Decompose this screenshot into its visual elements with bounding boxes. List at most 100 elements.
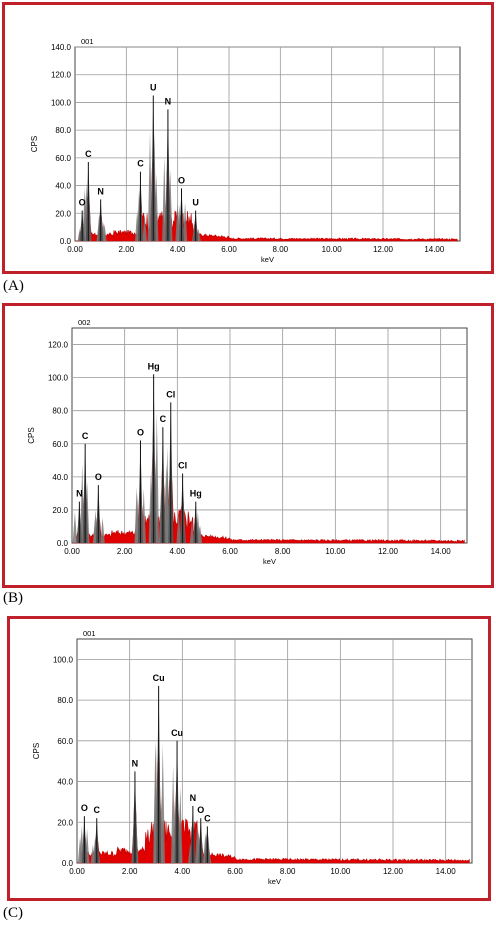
peak-label: C bbox=[94, 805, 101, 815]
y-tick-label: 0.0 bbox=[60, 237, 72, 246]
grey-spike bbox=[176, 510, 181, 543]
grey-spike bbox=[175, 202, 180, 241]
peak-label: C bbox=[85, 149, 92, 159]
grey-spike bbox=[141, 488, 146, 543]
y-tick-label: 60.0 bbox=[55, 154, 71, 163]
peak-label: Hg bbox=[148, 361, 160, 371]
plot-area bbox=[71, 327, 468, 544]
peak-label: Cu bbox=[171, 728, 183, 738]
y-axis-label: CPS bbox=[30, 136, 39, 152]
x-tick-label: 8.00 bbox=[273, 245, 289, 254]
grey-spike bbox=[100, 517, 105, 543]
peak-label: U bbox=[150, 83, 157, 93]
peak-label: O bbox=[95, 472, 102, 482]
x-tick-label: 12.00 bbox=[383, 867, 404, 876]
y-tick-label: 40.0 bbox=[52, 473, 68, 482]
y-tick-label: 140.0 bbox=[51, 43, 72, 52]
x-tick-label: 4.00 bbox=[175, 867, 191, 876]
peak-label: C bbox=[137, 159, 144, 169]
spectrum-svg: 0.00 2.00 4.00 6.00 8.00 10.00 12.00 14.00 0.0 20… bbox=[32, 629, 473, 886]
x-tick-label: 12.00 bbox=[373, 245, 394, 254]
y-tick-label: 120.0 bbox=[51, 71, 72, 80]
x-tick-label: 10.00 bbox=[322, 245, 343, 254]
peak-label: C bbox=[204, 813, 211, 823]
peak-label: N bbox=[190, 793, 197, 803]
grey-spike bbox=[170, 765, 176, 863]
peak-label: C bbox=[82, 431, 89, 441]
peak-label: Cu bbox=[153, 673, 165, 683]
spectrum-svg: 0.00 2.00 4.00 6.00 8.00 10.00 12.00 14.00 0.0 20… bbox=[30, 37, 461, 264]
peak-label: N bbox=[97, 186, 104, 196]
x-tick-label: 6.00 bbox=[222, 547, 238, 556]
y-tick-label: 60.0 bbox=[52, 440, 68, 449]
peak-label: O bbox=[81, 803, 88, 813]
y-tick-label: 120.0 bbox=[48, 341, 69, 350]
x-tick-label: 0.00 bbox=[64, 547, 80, 556]
spectrum-panel-c: 0.00 2.00 4.00 6.00 8.00 10.00 12.00 14.00 0.0 20… bbox=[7, 616, 491, 901]
y-tick-label: 80.0 bbox=[55, 126, 71, 135]
peak-label: N bbox=[76, 489, 83, 499]
x-tick-label: 14.00 bbox=[431, 547, 452, 556]
y-tick-label: 100.0 bbox=[53, 655, 74, 664]
x-tick-label: 8.00 bbox=[275, 547, 291, 556]
peak-label: U bbox=[192, 198, 199, 208]
peak-label: Cl bbox=[178, 461, 187, 471]
x-axis-label: keV bbox=[263, 557, 276, 566]
peak-label: O bbox=[197, 805, 204, 815]
y-tick-label: 40.0 bbox=[55, 182, 71, 191]
peak-label: N bbox=[132, 758, 139, 768]
x-axis-label: keV bbox=[261, 255, 274, 264]
x-tick-label: 8.00 bbox=[280, 867, 296, 876]
y-axis-label: CPS bbox=[32, 743, 41, 759]
x-tick-label: 12.00 bbox=[378, 547, 399, 556]
y-tick-label: 0.0 bbox=[57, 539, 69, 548]
peak-label: O bbox=[79, 198, 86, 208]
y-tick-label: 20.0 bbox=[52, 506, 68, 515]
grey-spike bbox=[182, 202, 188, 241]
x-tick-label: 10.00 bbox=[330, 867, 351, 876]
panel-label-c: (C) bbox=[3, 905, 23, 921]
y-tick-label: 0.0 bbox=[62, 859, 74, 868]
y-tick-label: 40.0 bbox=[57, 778, 73, 787]
grey-spike bbox=[72, 511, 78, 543]
x-tick-label: 0.00 bbox=[69, 867, 85, 876]
spectrum-panel-b: 0.00 2.00 4.00 6.00 8.00 10.00 12.00 14.00 0.0 20… bbox=[2, 303, 494, 588]
peak-label: O bbox=[178, 175, 185, 185]
x-tick-label: 2.00 bbox=[119, 245, 135, 254]
plot-label: 002 bbox=[78, 318, 91, 327]
x-tick-label: 0.00 bbox=[67, 245, 83, 254]
grey-spike bbox=[160, 743, 165, 863]
peak-label: Cl bbox=[166, 389, 175, 399]
plot-label: 001 bbox=[83, 629, 96, 638]
grey-spike bbox=[142, 213, 147, 241]
y-tick-label: 100.0 bbox=[51, 98, 72, 107]
panel-label-b: (B) bbox=[3, 590, 23, 606]
y-tick-label: 60.0 bbox=[57, 737, 73, 746]
grey-spike bbox=[153, 743, 158, 863]
panel-label-a: (A) bbox=[3, 278, 24, 294]
grey-spike bbox=[189, 520, 195, 543]
x-axis-label: keV bbox=[268, 877, 281, 886]
x-tick-label: 4.00 bbox=[170, 245, 186, 254]
x-tick-label: 2.00 bbox=[117, 547, 133, 556]
x-tick-label: 10.00 bbox=[325, 547, 346, 556]
spectrum-svg: 0.00 2.00 4.00 6.00 8.00 10.00 12.00 14.00 0.0 20… bbox=[27, 318, 468, 566]
y-tick-label: 80.0 bbox=[52, 407, 68, 416]
spectrum-panel-a: 0.00 2.00 4.00 6.00 8.00 10.00 12.00 14.00 0.0 20… bbox=[2, 2, 494, 274]
x-tick-label: 2.00 bbox=[122, 867, 138, 876]
x-tick-label: 14.00 bbox=[436, 867, 457, 876]
x-tick-label: 6.00 bbox=[221, 245, 237, 254]
x-tick-label: 4.00 bbox=[170, 547, 186, 556]
y-tick-label: 20.0 bbox=[55, 209, 71, 218]
plot-area bbox=[76, 638, 473, 864]
grey-spike bbox=[147, 131, 153, 241]
grey-spike bbox=[154, 412, 160, 543]
grey-spike bbox=[90, 844, 96, 863]
peak-label: C bbox=[160, 414, 167, 424]
peak-label: N bbox=[165, 96, 172, 106]
grey-spike bbox=[178, 786, 183, 863]
plot-label: 001 bbox=[81, 37, 94, 46]
peak-label: O bbox=[137, 427, 144, 437]
y-tick-label: 20.0 bbox=[57, 818, 73, 827]
y-tick-label: 80.0 bbox=[57, 696, 73, 705]
